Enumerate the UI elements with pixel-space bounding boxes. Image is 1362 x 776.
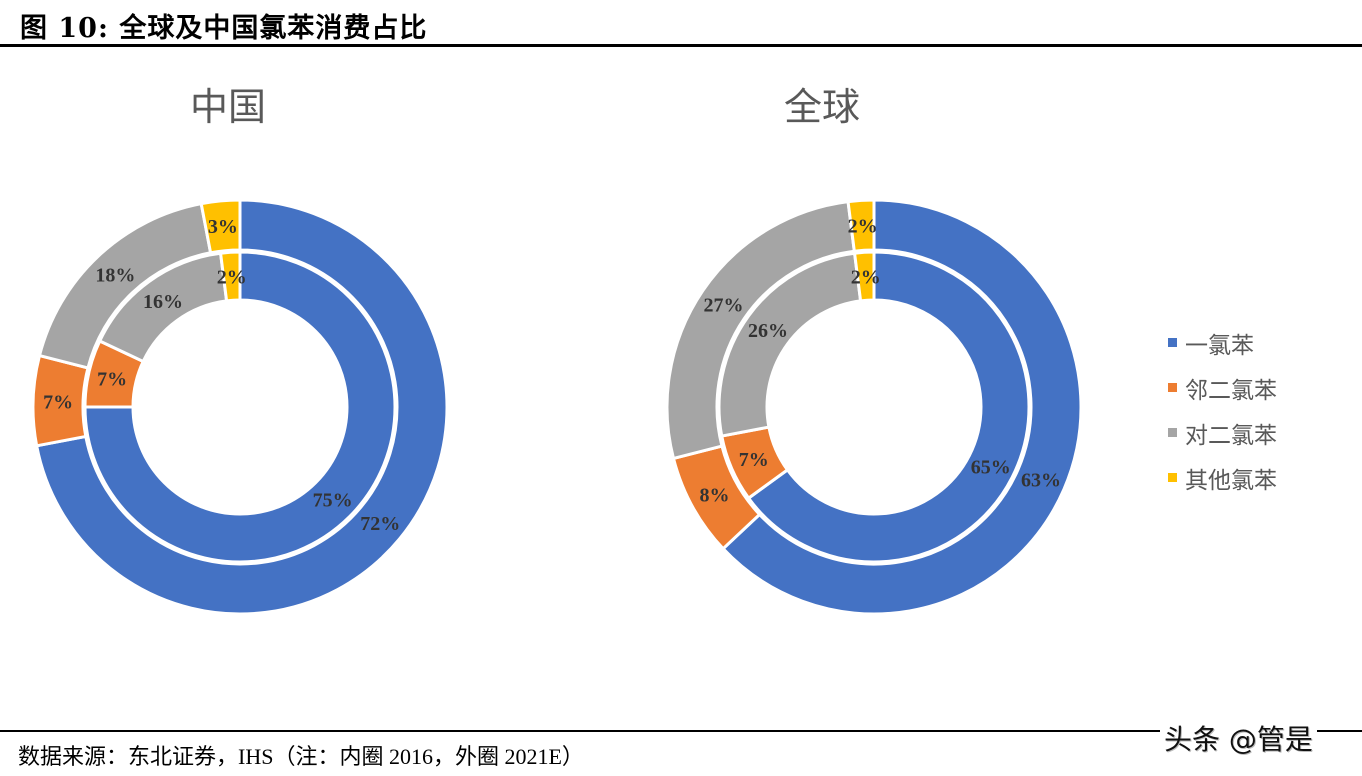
figure-title: 图 10: 全球及中国氯苯消费占比 — [20, 13, 428, 44]
donut-segment — [720, 198, 1083, 616]
donut-segment — [218, 250, 242, 303]
data-label: 75% — [313, 490, 353, 512]
legend-swatch-icon — [1168, 383, 1177, 392]
data-label: 16% — [143, 291, 183, 313]
chart-title-global: 全球 — [784, 85, 861, 129]
donut-segment — [34, 198, 449, 616]
legend-item-other-chlorobenzene: 其他氯苯 — [1168, 455, 1277, 500]
data-label: 2% — [851, 266, 881, 288]
donut-segment — [852, 250, 876, 303]
data-label: 2% — [848, 215, 878, 237]
data-label: 8% — [700, 485, 730, 507]
data-label: 63% — [1021, 469, 1061, 491]
source-note: 数据来源：东北证券，IHS（注：内圈 2016，外圈 2021E） — [18, 744, 584, 769]
data-label: 27% — [703, 295, 743, 317]
legend: 一氯苯 邻二氯苯 对二氯苯 其他氯苯 — [1168, 320, 1277, 500]
data-label: 26% — [748, 320, 788, 342]
legend-swatch-icon — [1168, 338, 1177, 347]
legend-label: 对二氯苯 — [1185, 422, 1277, 449]
watermark: 头条 @管是 — [1160, 718, 1317, 758]
data-label: 7% — [97, 368, 127, 390]
legend-label: 邻二氯苯 — [1185, 377, 1277, 404]
legend-swatch-icon — [1168, 428, 1177, 437]
chart-title-china: 中国 — [190, 85, 267, 129]
donut-china: 75% 7% 16% 2% 72% 7% 18% 3% — [31, 198, 449, 616]
donut-segment — [746, 250, 1031, 564]
donut-global: 65% 7% 26% 2% 63% 8% 27% 2% — [665, 198, 1083, 616]
data-label: 65% — [971, 456, 1011, 478]
donut-segment — [199, 198, 242, 255]
legend-label: 一氯苯 — [1185, 332, 1254, 359]
legend-label: 其他氯苯 — [1185, 467, 1277, 494]
data-label: 2% — [217, 266, 247, 288]
data-label: 7% — [739, 449, 769, 471]
bottom-rule — [0, 730, 1362, 732]
legend-swatch-icon — [1168, 473, 1177, 482]
legend-item-monochlorobenzene: 一氯苯 — [1168, 320, 1277, 365]
donut-segment — [83, 250, 397, 564]
data-label: 72% — [360, 513, 400, 535]
data-label: 7% — [43, 391, 73, 413]
donut-segment — [846, 198, 876, 253]
legend-item-p-dichlorobenzene: 对二氯苯 — [1168, 410, 1277, 455]
data-label: 18% — [95, 264, 135, 286]
data-label: 3% — [208, 216, 238, 238]
top-rule — [0, 44, 1362, 47]
legend-item-o-dichlorobenzene: 邻二氯苯 — [1168, 365, 1277, 410]
